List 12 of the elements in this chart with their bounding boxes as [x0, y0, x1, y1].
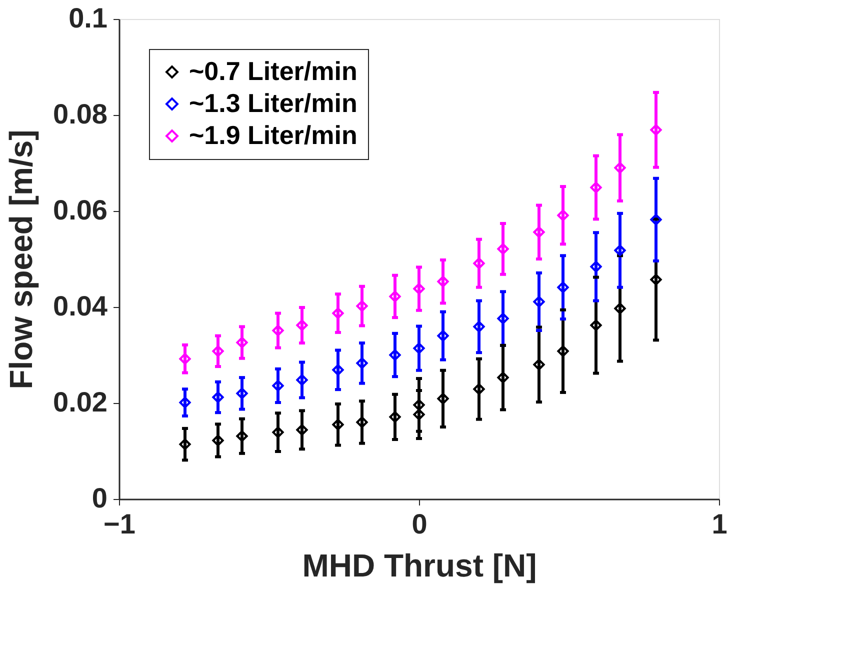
- y-tick-label: 0.08: [53, 98, 108, 130]
- y-tick-label: 0.02: [53, 386, 108, 418]
- y-tick-label: 0.1: [68, 2, 108, 34]
- x-axis-title: MHD Thrust [N]: [302, 548, 537, 584]
- legend-label: ~1.9 Liter/min: [189, 120, 358, 150]
- x-tick-label: 0: [412, 508, 428, 540]
- x-tick-label: 1: [712, 508, 728, 540]
- legend-label: ~0.7 Liter/min: [189, 56, 358, 86]
- y-tick-label: 0.06: [53, 194, 108, 226]
- y-tick-label: 0.04: [53, 290, 108, 322]
- y-axis-title: Flow speed [m/s]: [3, 130, 40, 390]
- legend-label: ~1.3 Liter/min: [189, 88, 358, 118]
